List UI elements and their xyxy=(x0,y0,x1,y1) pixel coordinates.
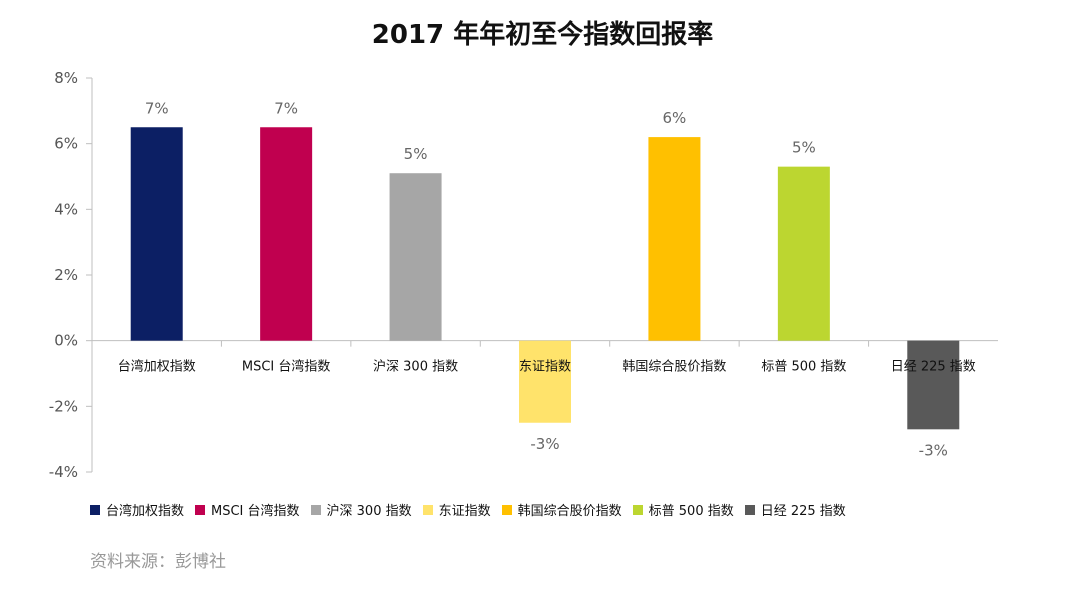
legend-label: 日经 225 指数 xyxy=(760,504,846,519)
legend-item: 韩国综合股价指数 xyxy=(501,500,622,519)
legend-swatch xyxy=(310,504,321,515)
x-category-label: 沪深 300 指数 xyxy=(373,359,458,375)
x-category-label: MSCI 台湾指数 xyxy=(242,359,331,375)
x-category-label: 标普 500 指数 xyxy=(761,360,846,375)
legend-label: 沪深 300 指数 xyxy=(326,504,412,519)
source-note: 资料来源：彭博社 xyxy=(90,552,226,572)
bar xyxy=(130,127,183,341)
legend-swatch xyxy=(744,504,755,515)
x-category-label: 韩国综合股价指数 xyxy=(622,360,726,375)
y-tick-label: -2% xyxy=(49,397,78,415)
chart-legend: 台湾加权指数 MSCI 台湾指数 沪深 300 指数 东证指数 韩国综合股价指数 标普 5… xyxy=(90,500,857,519)
data-label: 5% xyxy=(404,145,428,163)
y-tick-label: 8% xyxy=(54,69,78,87)
legend-item: 东证指数 xyxy=(422,500,491,519)
data-label: 6% xyxy=(663,109,687,127)
legend-label: 标普 500 指数 xyxy=(648,504,734,519)
bar xyxy=(648,137,701,341)
legend-label: 韩国综合股价指数 xyxy=(517,504,622,519)
legend-label: 台湾加权指数 xyxy=(106,504,185,519)
legend-label: 东证指数 xyxy=(438,504,491,519)
bar xyxy=(260,127,313,341)
legend-swatch xyxy=(632,504,643,515)
x-category-label: 台湾加权指数 xyxy=(118,359,196,375)
bar xyxy=(519,340,571,423)
bar xyxy=(389,173,442,341)
data-label: 7% xyxy=(145,99,169,117)
legend-item: MSCI 台湾指数 xyxy=(195,500,300,519)
data-label: 7% xyxy=(274,99,298,117)
legend-swatch xyxy=(501,504,512,515)
legend-item: 标普 500 指数 xyxy=(632,500,734,519)
legend-swatch xyxy=(90,504,100,515)
y-tick-label: 6% xyxy=(54,135,78,153)
bar xyxy=(777,166,830,341)
y-tick-label: -4% xyxy=(49,463,78,481)
legend-label: MSCI 台湾指数 xyxy=(211,504,300,519)
chart-title: 2017 年年初至今指数回报率 xyxy=(371,20,714,50)
y-tick-label: 2% xyxy=(54,266,78,284)
legend-swatch xyxy=(422,504,433,515)
bar xyxy=(907,340,960,430)
x-category-label: 东证指数 xyxy=(519,360,571,375)
legend-item: 台湾加权指数 xyxy=(90,500,184,519)
legend-item: 沪深 300 指数 xyxy=(310,500,412,519)
legend-swatch xyxy=(195,504,206,515)
data-label: -3% xyxy=(530,435,559,453)
y-tick-label: 4% xyxy=(54,200,78,218)
data-label: 5% xyxy=(792,139,816,157)
legend-item: 日经 225 指数 xyxy=(744,500,846,519)
y-tick-label: 0% xyxy=(54,332,78,350)
x-category-label: 日经 225 指数 xyxy=(891,360,976,375)
data-label: -3% xyxy=(919,441,948,459)
